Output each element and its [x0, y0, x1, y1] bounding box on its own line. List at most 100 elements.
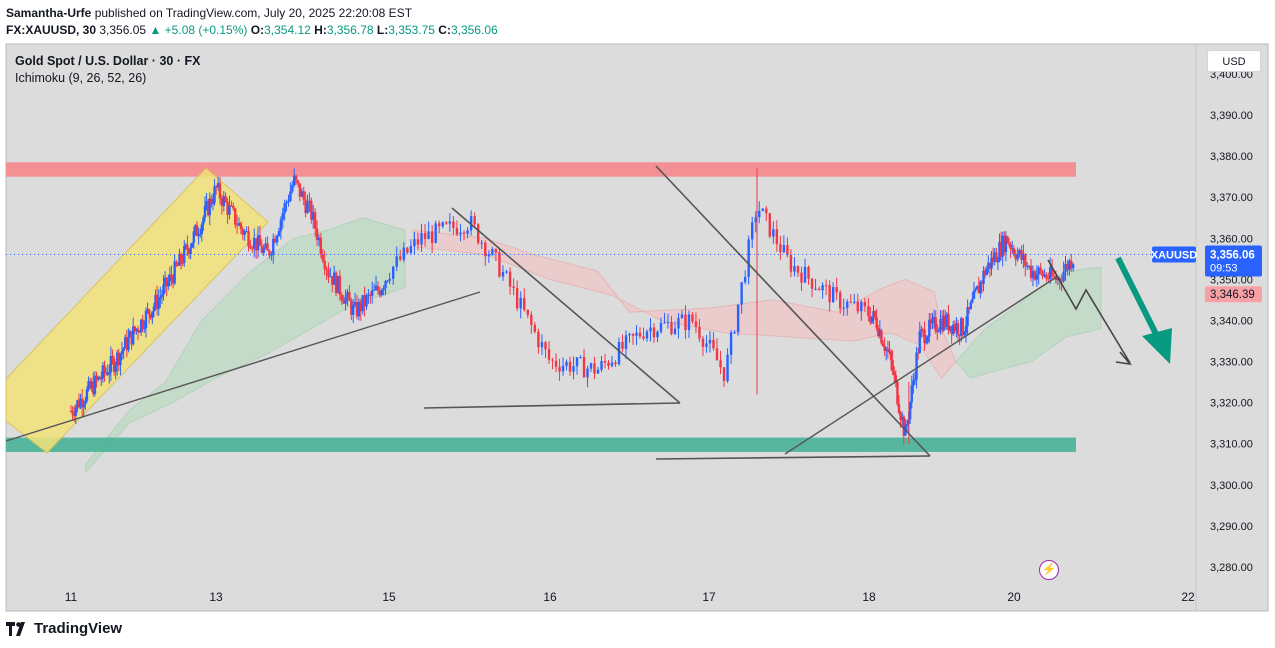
- low-label: L:: [376, 23, 389, 37]
- candle-body: [666, 322, 670, 324]
- symbol-description[interactable]: Gold Spot / U.S. Dollar · 30 · FX: [15, 54, 201, 68]
- candle-body: [600, 360, 603, 370]
- candle-body: [839, 292, 842, 309]
- candle-body: [434, 223, 437, 243]
- candle-body: [266, 243, 269, 251]
- price-tag-countdown: 09:53: [1210, 262, 1238, 274]
- candle-body: [187, 250, 191, 254]
- footer-brand[interactable]: TradingView: [6, 619, 122, 639]
- candle-body: [722, 367, 726, 382]
- high-value: 3,356.78: [326, 23, 374, 37]
- candle-body: [218, 182, 222, 199]
- candle-body: [95, 375, 98, 380]
- candle-body: [687, 314, 691, 330]
- support-zone: [6, 437, 1076, 452]
- candle-body: [235, 224, 239, 226]
- lightning-icon[interactable]: ⚡: [1039, 560, 1059, 580]
- candle-body: [216, 182, 220, 188]
- y-tick-label: 3,390.00: [1210, 110, 1253, 122]
- candle-body: [222, 196, 225, 207]
- candle-body: [441, 222, 444, 227]
- bearish-arrow-shaft: [1115, 256, 1161, 340]
- candle-body: [893, 371, 896, 376]
- author-name[interactable]: Samantha-Urfe: [6, 6, 92, 20]
- candle-body: [982, 270, 985, 284]
- candle-body: [558, 366, 561, 372]
- candle-body: [945, 313, 949, 327]
- candle-body: [141, 319, 144, 329]
- candle-body: [484, 242, 487, 257]
- candle-body: [740, 282, 743, 305]
- candle-body: [701, 338, 705, 347]
- candle-body: [93, 375, 97, 395]
- candle-body: [886, 348, 890, 352]
- candle-body: [159, 296, 162, 299]
- candle-body: [988, 262, 992, 269]
- candle-body: [1047, 278, 1050, 280]
- candle-body: [154, 294, 157, 307]
- candle-body: [254, 238, 258, 251]
- candle-body: [614, 362, 617, 365]
- candle-body: [1004, 236, 1008, 253]
- candle-body: [208, 198, 211, 216]
- candle-body: [905, 424, 909, 426]
- candle-body: [912, 380, 915, 386]
- candle-body: [1052, 275, 1056, 277]
- tradingview-logo-icon: [6, 622, 28, 636]
- candle-body: [754, 217, 757, 223]
- close-label: C:: [438, 23, 451, 37]
- candle-body: [1039, 267, 1042, 272]
- candle-body: [135, 328, 138, 331]
- candle-body: [430, 231, 434, 243]
- candle-body: [1041, 271, 1044, 277]
- candle-body: [232, 205, 235, 209]
- candle-body: [184, 244, 188, 247]
- candle-body: [371, 290, 374, 296]
- candle-body: [515, 288, 519, 309]
- candle-body: [146, 309, 149, 311]
- candle-body: [125, 337, 129, 351]
- last-price: 3,356.05: [99, 23, 147, 37]
- candle-body: [170, 274, 173, 279]
- indicator-label[interactable]: Ichimoku (9, 26, 52, 26): [15, 71, 147, 85]
- candle-body: [964, 325, 968, 333]
- candle-body: [380, 290, 383, 296]
- chart-legend[interactable]: Gold Spot / U.S. Dollar · 30 · FX Ichimo…: [15, 53, 200, 87]
- y-tick-label: 3,290.00: [1210, 521, 1253, 533]
- candle-body: [768, 213, 771, 237]
- candle-body: [1011, 248, 1014, 250]
- candle-body: [645, 331, 649, 339]
- candle-body: [924, 341, 928, 344]
- candle-body: [258, 235, 262, 246]
- candle-body: [76, 400, 79, 408]
- candle-body: [77, 400, 81, 408]
- candle-body: [1031, 271, 1035, 278]
- candle-body: [79, 398, 82, 408]
- candle-body: [572, 366, 575, 372]
- candle-body: [875, 317, 878, 329]
- candle-body: [357, 301, 361, 317]
- y-tick-label: 3,380.00: [1210, 151, 1253, 163]
- currency-button[interactable]: USD: [1207, 50, 1261, 72]
- x-tick-label: 16: [543, 590, 557, 604]
- candle-body: [84, 400, 87, 405]
- candle-body: [983, 270, 987, 275]
- candle-body: [332, 272, 336, 285]
- candle-body: [873, 311, 877, 318]
- candle-body: [128, 331, 132, 338]
- candle-body: [849, 301, 852, 303]
- candle-body: [455, 227, 459, 235]
- candle-body: [526, 309, 529, 315]
- candle-body: [979, 281, 982, 294]
- candle-body: [1006, 236, 1009, 244]
- candle-body: [334, 272, 338, 294]
- candle-body: [985, 268, 988, 275]
- candle-body: [171, 278, 175, 284]
- y-tick-label: 3,300.00: [1210, 480, 1253, 492]
- candle-body: [533, 324, 537, 332]
- candle-body: [628, 333, 631, 336]
- candle-body: [300, 191, 304, 197]
- triangle-base-line: [423, 402, 681, 409]
- candle-body: [111, 356, 114, 359]
